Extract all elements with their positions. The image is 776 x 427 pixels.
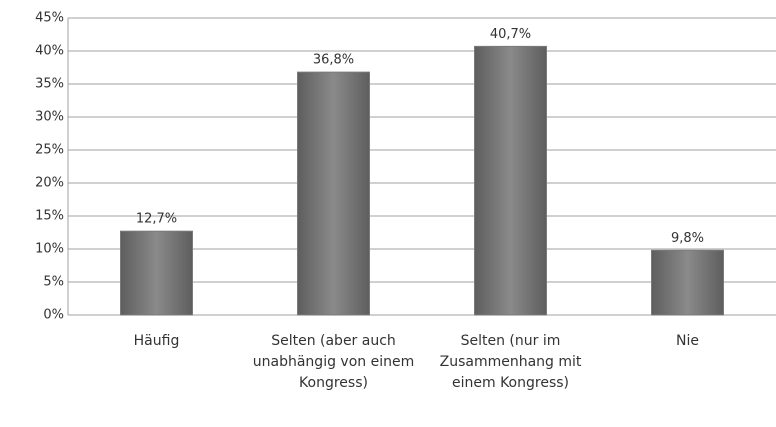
data-label: 40,7%: [490, 27, 531, 42]
x-tick-label: Nie: [676, 333, 699, 349]
bar: [651, 249, 724, 316]
data-label: 36,8%: [313, 53, 354, 68]
y-tick-label: 5%: [43, 275, 64, 290]
y-tick-label: 20%: [35, 176, 64, 191]
data-label: 12,7%: [136, 212, 177, 227]
bar: [297, 71, 370, 316]
y-tick-label: 35%: [35, 77, 64, 92]
y-tick-label: 10%: [35, 242, 64, 257]
y-tick-label: 40%: [35, 44, 64, 59]
y-tick-label: 30%: [35, 110, 64, 125]
y-tick-label: 15%: [35, 209, 64, 224]
x-tick-label: Selten (aber auch unabhängig von einem K…: [252, 333, 415, 391]
x-tick-label: Selten (nur im Zusammenhang mit einem Ko…: [439, 333, 582, 391]
y-tick-label: 25%: [35, 143, 64, 158]
bar: [120, 230, 193, 316]
bar: [474, 45, 547, 316]
y-tick-label: 45%: [35, 11, 64, 26]
data-label: 9,8%: [671, 231, 704, 246]
x-tick-label: Häufig: [133, 333, 180, 349]
y-tick-label: 0%: [43, 308, 64, 323]
